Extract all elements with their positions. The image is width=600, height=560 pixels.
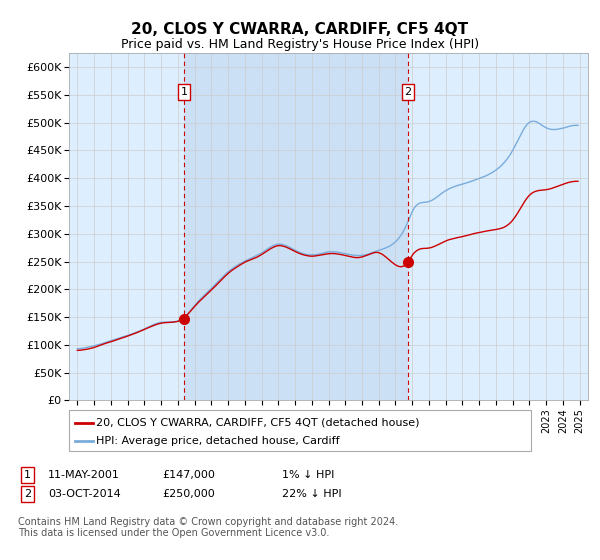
Text: 2: 2 xyxy=(24,489,31,499)
Text: 22% ↓ HPI: 22% ↓ HPI xyxy=(282,489,341,499)
Text: HPI: Average price, detached house, Cardiff: HPI: Average price, detached house, Card… xyxy=(96,436,340,446)
Text: Contains HM Land Registry data © Crown copyright and database right 2024.: Contains HM Land Registry data © Crown c… xyxy=(18,517,398,527)
Text: 1: 1 xyxy=(24,470,31,480)
Text: 1: 1 xyxy=(181,87,187,97)
Text: 20, CLOS Y CWARRA, CARDIFF, CF5 4QT: 20, CLOS Y CWARRA, CARDIFF, CF5 4QT xyxy=(131,22,469,38)
Text: 11-MAY-2001: 11-MAY-2001 xyxy=(48,470,120,480)
Text: £147,000: £147,000 xyxy=(162,470,215,480)
Text: 20, CLOS Y CWARRA, CARDIFF, CF5 4QT (detached house): 20, CLOS Y CWARRA, CARDIFF, CF5 4QT (det… xyxy=(96,418,419,428)
Bar xyxy=(184,53,408,400)
Text: £250,000: £250,000 xyxy=(162,489,215,499)
Text: 2: 2 xyxy=(404,87,412,97)
Text: 1% ↓ HPI: 1% ↓ HPI xyxy=(282,470,334,480)
Text: 03-OCT-2014: 03-OCT-2014 xyxy=(48,489,121,499)
Text: Price paid vs. HM Land Registry's House Price Index (HPI): Price paid vs. HM Land Registry's House … xyxy=(121,38,479,51)
Text: This data is licensed under the Open Government Licence v3.0.: This data is licensed under the Open Gov… xyxy=(18,528,329,538)
